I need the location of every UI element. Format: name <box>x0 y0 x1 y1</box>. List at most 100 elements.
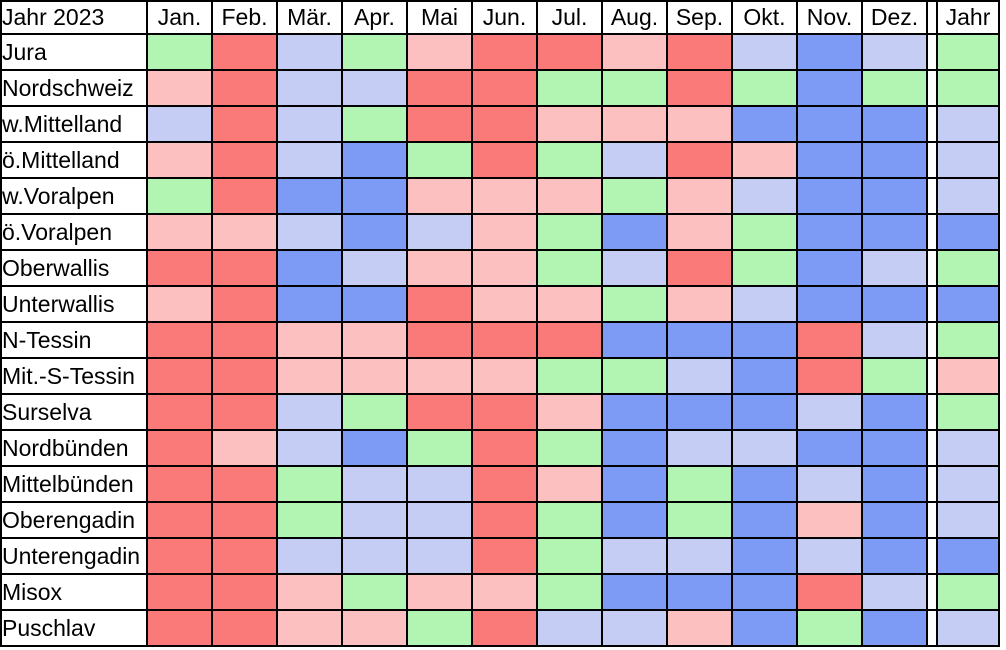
heat-cell <box>406 573 473 611</box>
heat-cell <box>666 501 733 539</box>
heat-cell <box>146 429 213 467</box>
heat-cell <box>536 609 603 647</box>
heat-cell <box>341 465 408 503</box>
heat-cell <box>536 285 603 323</box>
heat-cell <box>666 141 733 179</box>
row-gap <box>926 213 938 251</box>
heat-cell <box>861 393 928 431</box>
heat-cell <box>276 249 343 287</box>
heat-cell <box>796 609 863 647</box>
heat-cell <box>796 105 863 143</box>
heat-cell <box>601 609 668 647</box>
heat-cell <box>406 213 473 251</box>
heat-cell <box>406 429 473 467</box>
heat-cell-year <box>936 573 1000 611</box>
heat-cell <box>341 285 408 323</box>
heat-cell <box>666 537 733 575</box>
heat-cell <box>146 465 213 503</box>
row-label: Oberengadin <box>0 501 148 539</box>
heat-cell-year <box>936 141 1000 179</box>
heat-cell <box>666 609 733 647</box>
region-row: Nordschweiz <box>0 69 1000 107</box>
heat-cell <box>861 105 928 143</box>
heat-cell <box>341 321 408 359</box>
heat-cell <box>211 69 278 107</box>
heat-cell <box>146 357 213 395</box>
heat-cell <box>601 249 668 287</box>
heat-cell <box>341 213 408 251</box>
heat-cell <box>731 573 798 611</box>
heat-cell <box>601 357 668 395</box>
grid-body: Jura Nordschweiz w.Mittelland ö.Mittelland w… <box>0 33 1000 647</box>
heat-cell <box>146 321 213 359</box>
heat-cell <box>601 501 668 539</box>
row-gap <box>926 609 938 647</box>
heat-cell <box>406 393 473 431</box>
region-row: Misox <box>0 573 1000 611</box>
heat-cell <box>601 69 668 107</box>
heat-cell-year <box>936 249 1000 287</box>
heat-cell <box>211 321 278 359</box>
column-header-month-8: Aug. <box>601 0 668 35</box>
row-gap <box>926 141 938 179</box>
heat-cell <box>666 465 733 503</box>
heat-cell <box>406 33 473 71</box>
region-row: Unterwallis <box>0 285 1000 323</box>
region-row: ö.Mittelland <box>0 141 1000 179</box>
heat-cell <box>536 465 603 503</box>
heat-cell <box>276 573 343 611</box>
heat-cell <box>211 213 278 251</box>
heat-cell-year <box>936 213 1000 251</box>
row-gap <box>926 429 938 467</box>
heat-cell <box>211 393 278 431</box>
heat-cell <box>471 501 538 539</box>
row-label: Misox <box>0 573 148 611</box>
heat-cell <box>536 33 603 71</box>
heat-cell <box>796 69 863 107</box>
heat-cell <box>731 537 798 575</box>
heat-cell-year <box>936 357 1000 395</box>
heat-cell <box>666 213 733 251</box>
heat-cell <box>796 177 863 215</box>
heat-cell <box>276 393 343 431</box>
row-label: Nordbünden <box>0 429 148 467</box>
heat-cell <box>731 177 798 215</box>
heat-cell <box>146 177 213 215</box>
heat-cell <box>341 33 408 71</box>
region-row: N-Tessin <box>0 321 1000 359</box>
heat-cell <box>406 537 473 575</box>
heat-cell <box>601 177 668 215</box>
heat-cell <box>536 573 603 611</box>
heat-cell <box>406 249 473 287</box>
row-label: w.Voralpen <box>0 177 148 215</box>
heat-cell <box>276 609 343 647</box>
heat-cell <box>211 177 278 215</box>
heat-cell <box>471 393 538 431</box>
heat-cell <box>276 141 343 179</box>
heat-cell-year <box>936 393 1000 431</box>
heat-cell <box>146 573 213 611</box>
heat-cell <box>666 357 733 395</box>
heat-cell <box>731 393 798 431</box>
heat-cell <box>406 501 473 539</box>
region-row: Unterengadin <box>0 537 1000 575</box>
heat-cell <box>796 321 863 359</box>
heat-cell <box>861 69 928 107</box>
row-label: Mit.-S-Tessin <box>0 357 148 395</box>
heat-cell <box>536 429 603 467</box>
heat-cell <box>666 321 733 359</box>
heat-cell <box>536 177 603 215</box>
heat-cell <box>666 285 733 323</box>
heat-cell <box>406 105 473 143</box>
heat-cell <box>601 105 668 143</box>
heat-cell <box>666 33 733 71</box>
heat-cell <box>471 321 538 359</box>
region-row: w.Voralpen <box>0 177 1000 215</box>
heat-cell <box>341 249 408 287</box>
heat-cell <box>146 393 213 431</box>
heat-cell <box>861 573 928 611</box>
heat-cell <box>341 609 408 647</box>
region-row: Jura <box>0 33 1000 71</box>
heat-cell <box>601 465 668 503</box>
heat-cell-year <box>936 537 1000 575</box>
